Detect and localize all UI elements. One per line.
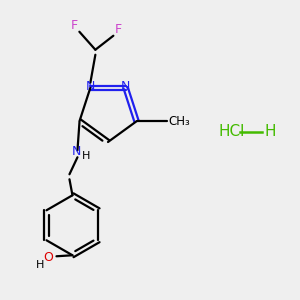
Text: H: H [82,151,91,161]
Text: F: F [115,23,122,36]
Text: N: N [121,80,130,93]
Text: H: H [36,260,45,270]
Text: F: F [71,19,78,32]
Text: HCl: HCl [218,124,244,140]
Text: N: N [86,80,95,93]
Text: H: H [265,124,277,140]
Text: O: O [44,251,53,264]
Text: N: N [72,145,81,158]
Text: CH₃: CH₃ [169,115,190,128]
